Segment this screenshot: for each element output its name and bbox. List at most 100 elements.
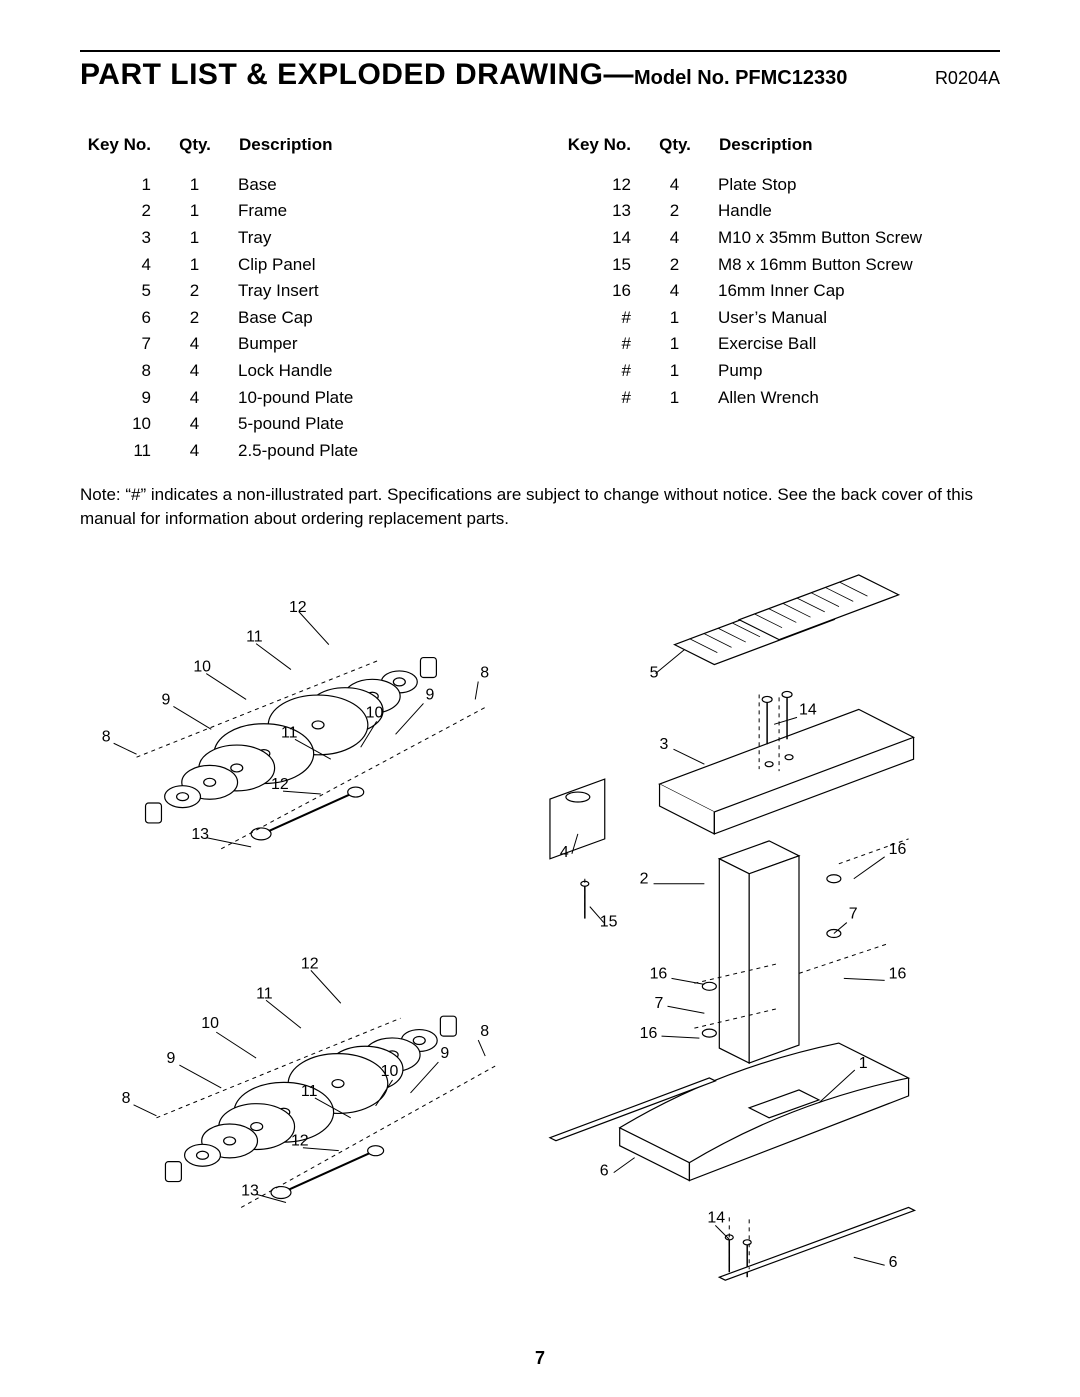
svg-text:10: 10 bbox=[201, 1015, 219, 1032]
cell-qty: 1 bbox=[169, 172, 238, 199]
svg-text:10: 10 bbox=[366, 704, 384, 721]
cell-qty: 2 bbox=[649, 198, 718, 225]
cell-key: 2 bbox=[80, 198, 169, 225]
cell-desc: 2.5-pound Plate bbox=[238, 438, 520, 465]
cell-desc: Plate Stop bbox=[718, 172, 1000, 199]
top-rule bbox=[80, 50, 1000, 52]
cell-key: 3 bbox=[80, 225, 169, 252]
cell-key: # bbox=[560, 385, 649, 412]
parts-col-right: Key No. Qty. Description 124Plate Stop13… bbox=[560, 132, 1000, 465]
svg-text:12: 12 bbox=[289, 599, 307, 616]
col-key-header: Key No. bbox=[80, 132, 169, 172]
svg-text:8: 8 bbox=[102, 728, 111, 745]
cell-key: 12 bbox=[560, 172, 649, 199]
svg-text:14: 14 bbox=[799, 701, 817, 718]
cell-qty: 4 bbox=[169, 385, 238, 412]
cell-desc: M10 x 35mm Button Screw bbox=[718, 225, 1000, 252]
svg-text:10: 10 bbox=[381, 1063, 399, 1080]
table-row: #1User’s Manual bbox=[560, 305, 1000, 332]
svg-text:13: 13 bbox=[241, 1183, 259, 1200]
svg-text:3: 3 bbox=[660, 736, 669, 753]
cell-qty: 1 bbox=[649, 305, 718, 332]
title-model: Model No. PFMC12330 bbox=[634, 67, 847, 89]
table-row: 124Plate Stop bbox=[560, 172, 1000, 199]
cell-qty: 1 bbox=[169, 198, 238, 225]
svg-text:12: 12 bbox=[301, 955, 319, 972]
svg-text:9: 9 bbox=[161, 691, 170, 708]
cell-key: 10 bbox=[80, 411, 169, 438]
cell-desc: Handle bbox=[718, 198, 1000, 225]
col-qty-header: Qty. bbox=[169, 132, 238, 172]
cell-desc: Base bbox=[238, 172, 520, 199]
note-text: Note: “#” indicates a non-illustrated pa… bbox=[80, 483, 1000, 532]
cell-qty: 2 bbox=[649, 252, 718, 279]
col-qty-header: Qty. bbox=[649, 132, 718, 172]
cell-desc: Exercise Ball bbox=[718, 331, 1000, 358]
cell-qty: 1 bbox=[649, 358, 718, 385]
page: PART LIST & EXPLODED DRAWING—Model No. P… bbox=[0, 0, 1080, 1397]
svg-text:8: 8 bbox=[480, 1023, 489, 1040]
cell-key: 15 bbox=[560, 252, 649, 279]
cell-key: 14 bbox=[560, 225, 649, 252]
cell-desc: 16mm Inner Cap bbox=[718, 278, 1000, 305]
title-row: PART LIST & EXPLODED DRAWING—Model No. P… bbox=[80, 58, 1000, 92]
table-row: 144M10 x 35mm Button Screw bbox=[560, 225, 1000, 252]
svg-text:12: 12 bbox=[291, 1133, 309, 1150]
col-desc-header: Description bbox=[718, 132, 1000, 172]
cell-key: 13 bbox=[560, 198, 649, 225]
table-row: 62Base Cap bbox=[80, 305, 520, 332]
cell-qty: 4 bbox=[169, 331, 238, 358]
svg-text:14: 14 bbox=[707, 1209, 725, 1226]
table-row: 1142.5-pound Plate bbox=[80, 438, 520, 465]
cell-key: 11 bbox=[80, 438, 169, 465]
svg-text:13: 13 bbox=[191, 826, 209, 843]
cell-key: 6 bbox=[80, 305, 169, 332]
cell-desc: Pump bbox=[718, 358, 1000, 385]
table-row: 9410-pound Plate bbox=[80, 385, 520, 412]
cell-desc: Lock Handle bbox=[238, 358, 520, 385]
cell-key: # bbox=[560, 305, 649, 332]
title-rev: R0204A bbox=[917, 68, 1000, 89]
cell-qty: 1 bbox=[169, 252, 238, 279]
table-row: 11Base bbox=[80, 172, 520, 199]
svg-text:6: 6 bbox=[889, 1254, 898, 1271]
svg-text:6: 6 bbox=[600, 1163, 609, 1180]
table-row: 16416mm Inner Cap bbox=[560, 278, 1000, 305]
exploded-drawing: 1211109811910121381211109811910121385143… bbox=[80, 550, 1000, 1327]
cell-desc: User’s Manual bbox=[718, 305, 1000, 332]
table-row: 52Tray Insert bbox=[80, 278, 520, 305]
svg-text:12: 12 bbox=[271, 776, 289, 793]
cell-desc: Bumper bbox=[238, 331, 520, 358]
cell-key: # bbox=[560, 331, 649, 358]
table-row: 84Lock Handle bbox=[80, 358, 520, 385]
parts-table-left: Key No. Qty. Description 11Base21Frame31… bbox=[80, 132, 520, 465]
svg-text:2: 2 bbox=[640, 871, 649, 888]
svg-text:9: 9 bbox=[425, 686, 434, 703]
cell-qty: 4 bbox=[649, 278, 718, 305]
svg-text:15: 15 bbox=[600, 914, 618, 931]
title-main: PART LIST & EXPLODED DRAWING— bbox=[80, 58, 634, 91]
cell-key: 4 bbox=[80, 252, 169, 279]
cell-desc: M8 x 16mm Button Screw bbox=[718, 252, 1000, 279]
svg-text:16: 16 bbox=[889, 841, 907, 858]
cell-desc: 10-pound Plate bbox=[238, 385, 520, 412]
svg-text:9: 9 bbox=[440, 1045, 449, 1062]
svg-text:10: 10 bbox=[193, 659, 211, 676]
cell-qty: 4 bbox=[169, 358, 238, 385]
cell-desc: Tray bbox=[238, 225, 520, 252]
svg-text:8: 8 bbox=[122, 1090, 131, 1107]
parts-col-left: Key No. Qty. Description 11Base21Frame31… bbox=[80, 132, 520, 465]
table-row: 31Tray bbox=[80, 225, 520, 252]
cell-desc: Allen Wrench bbox=[718, 385, 1000, 412]
cell-key: 1 bbox=[80, 172, 169, 199]
parts-columns: Key No. Qty. Description 11Base21Frame31… bbox=[80, 132, 1000, 465]
svg-text:7: 7 bbox=[849, 906, 858, 923]
table-row: 74Bumper bbox=[80, 331, 520, 358]
cell-key: 8 bbox=[80, 358, 169, 385]
table-row: 21Frame bbox=[80, 198, 520, 225]
cell-desc: Base Cap bbox=[238, 305, 520, 332]
cell-qty: 4 bbox=[169, 411, 238, 438]
cell-key: 7 bbox=[80, 331, 169, 358]
cell-qty: 1 bbox=[169, 225, 238, 252]
cell-desc: Clip Panel bbox=[238, 252, 520, 279]
